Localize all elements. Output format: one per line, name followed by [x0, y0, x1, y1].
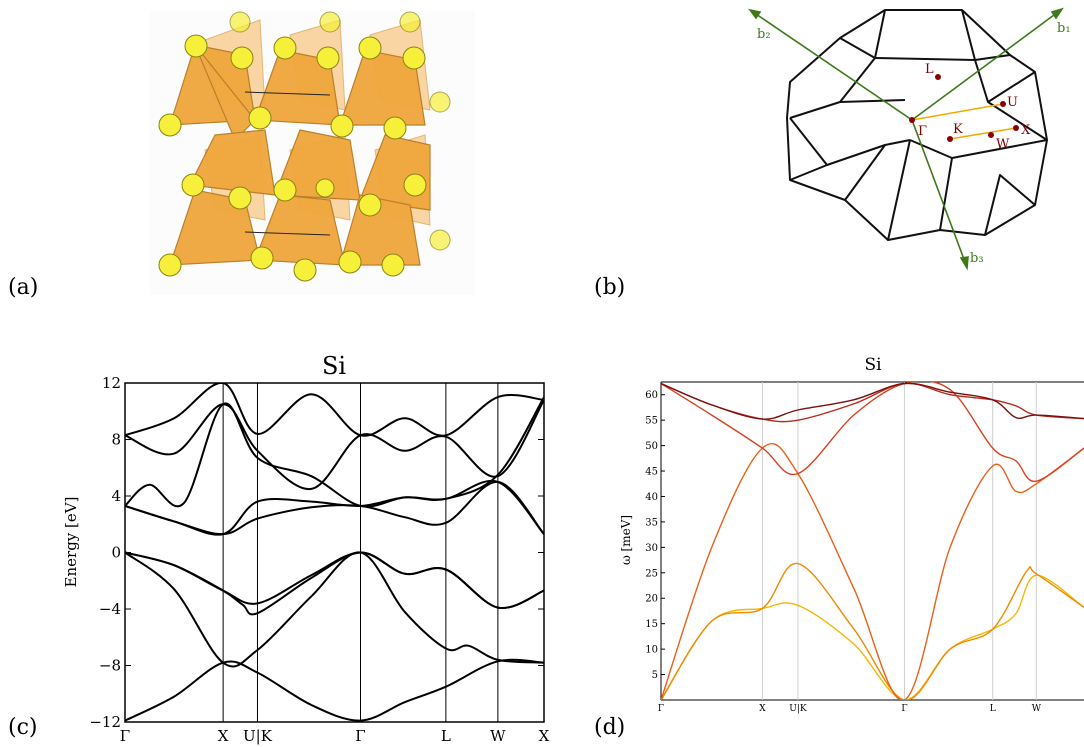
chart-d-ytick-label: 35	[645, 517, 658, 528]
chart-c-ytick-label: −12	[89, 713, 121, 731]
phonon-branch-5	[661, 382, 1084, 423]
b1-label: b₁	[1057, 21, 1071, 36]
chart-d-xtick-label: Γ	[658, 704, 664, 714]
panel-d-phonon-dispersion: Si ω [meV] (d) Γ X U|K Γ L W 5 10 15 20 25 30 35 40 45…	[594, 355, 1084, 740]
chart-d-xtick-label: U|K	[789, 704, 807, 714]
band-line-3	[125, 551, 544, 609]
bz-point-W: W	[996, 137, 1010, 152]
band-line-1	[125, 658, 544, 722]
panel-b-brillouin-zone: b₂ b₁ b₃ L U Γ K X W (b)	[594, 7, 1071, 300]
chart-c-title: Si	[322, 352, 346, 380]
chart-d-ytick-label: 50	[645, 441, 658, 452]
bz-point-Gamma: Γ	[918, 124, 927, 139]
chart-d-xtick-label: X	[759, 704, 766, 714]
chart-d-xtick-label: Γ	[901, 704, 907, 714]
chart-d-ytick-label: 45	[645, 467, 658, 478]
chart-d-ytick-label: 5	[652, 670, 658, 681]
b2-label: b₂	[757, 27, 771, 42]
chart-c-xtick-label: X	[218, 727, 229, 745]
chart-c-ytick-label: 8	[111, 431, 121, 449]
chart-c-xtick-label: L	[441, 727, 451, 745]
chart-d-xtick-label: W	[1032, 704, 1042, 714]
chart-c-ytick-label: −4	[99, 600, 121, 618]
bz-point-K: K	[953, 122, 963, 137]
chart-c-ylabel: Energy [eV]	[62, 497, 80, 588]
band-line-4	[125, 551, 544, 616]
bz-point-L: L	[925, 62, 934, 77]
phonon-branch-2	[661, 562, 1084, 700]
band-line-2	[125, 551, 544, 668]
panel-b-label: (b)	[594, 275, 625, 300]
chart-c-ytick-label: 12	[102, 374, 121, 392]
chart-c-xtick-label: Γ	[120, 727, 130, 745]
band-line-8	[125, 399, 544, 490]
chart-d-ytick-label: 55	[645, 416, 658, 427]
chart-d-xtick-label: L	[990, 704, 996, 714]
chart-d-ytick-label: 30	[645, 543, 658, 554]
bz-point-X: X	[1021, 123, 1031, 138]
chart-c-ytick-label: 4	[111, 487, 121, 505]
phonon-branch-3	[661, 442, 1084, 700]
band-line-9	[125, 383, 544, 437]
chart-d-ytick-label: 20	[645, 594, 658, 605]
chart-c-xtick-label: W	[490, 727, 506, 745]
panel-a-label: (a)	[8, 275, 38, 300]
chart-c-ytick-label: −8	[99, 657, 121, 675]
panel-d-label: (d)	[594, 715, 625, 740]
phonon-branch-6	[661, 382, 1084, 420]
chart-c-xtick-label: U|K	[243, 727, 273, 745]
panel-c-band-structure: Si Energy [eV] (c) Γ X U|K Γ L W X 12 8 4 0 −4 −8 −12	[8, 352, 550, 745]
chart-d-ytick-label: 40	[645, 492, 658, 503]
bz-point-U: U	[1007, 95, 1018, 110]
chart-c-ytick-label: 0	[111, 544, 121, 562]
phonon-branch-1	[661, 574, 1084, 700]
chart-d-ylabel: ω [meV]	[619, 515, 633, 565]
chart-d-ytick-label: 10	[645, 645, 658, 656]
chart-c-frame	[124, 382, 545, 723]
band-line-6	[125, 479, 544, 536]
chart-d-ytick-label: 25	[645, 568, 658, 579]
panel-c-label: (c)	[8, 715, 38, 740]
chart-c-xtick-label: Γ	[355, 727, 365, 745]
panel-a-crystal-structure: (a)	[8, 10, 475, 300]
chart-d-ytick-label: 15	[645, 619, 658, 630]
chart-d-title: Si	[864, 355, 882, 375]
chart-c-xtick-label: X	[539, 727, 550, 745]
b3-label: b₃	[970, 251, 984, 266]
band-line-7	[125, 396, 544, 508]
chart-d-ytick-label: 60	[645, 390, 658, 401]
